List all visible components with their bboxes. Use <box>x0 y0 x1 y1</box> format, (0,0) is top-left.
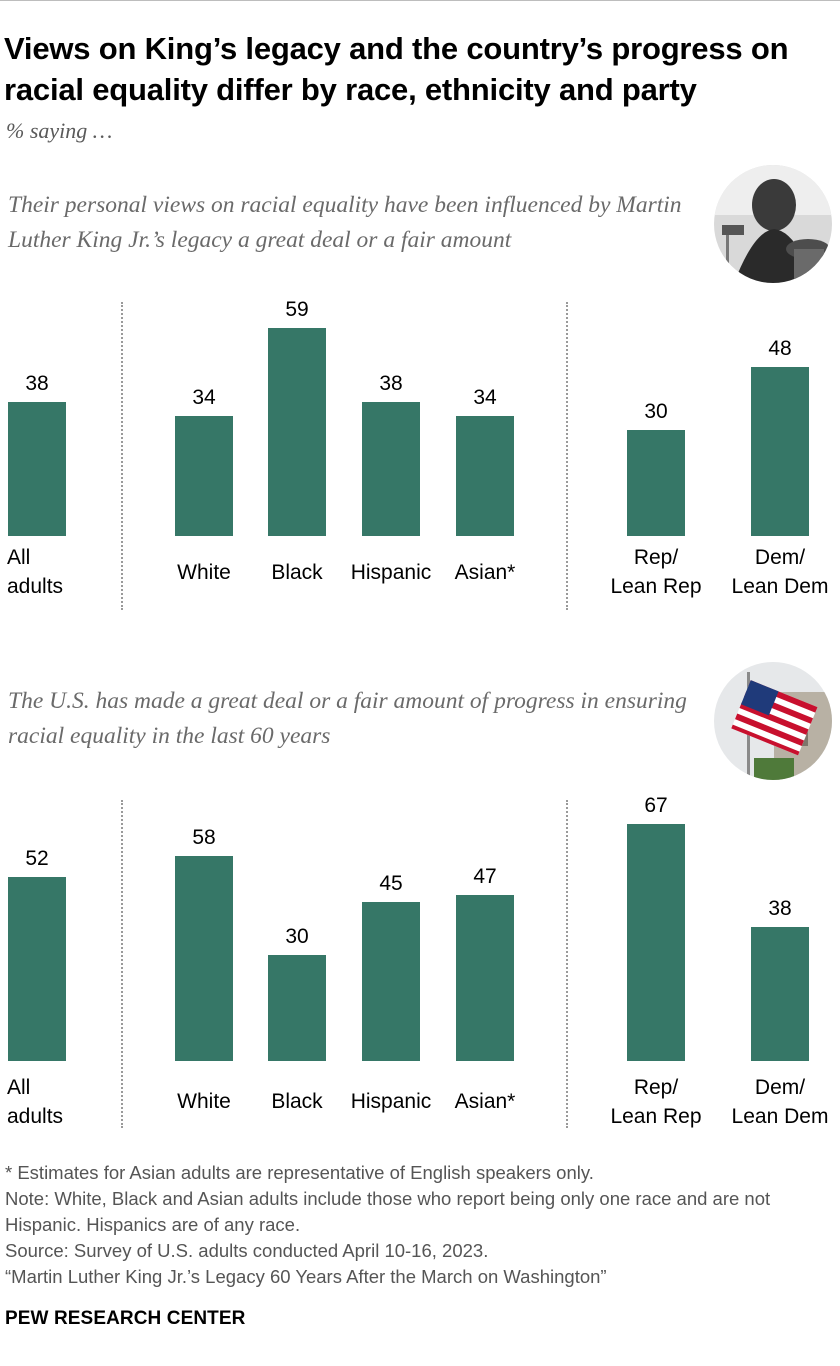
category-label-2: White <box>177 1090 231 1113</box>
bar-6 <box>627 430 685 536</box>
bar-1 <box>8 401 66 536</box>
panel-2-title: The U.S. has made a great deal or a fair… <box>8 688 687 749</box>
category-label-5: Asian* <box>454 1090 516 1113</box>
data-label-3: 59 <box>285 297 309 321</box>
category-label-5: Asian* <box>454 561 516 584</box>
martin-luther-king-photo <box>714 165 832 283</box>
category-label-7: Dem/Lean Dem <box>731 1076 829 1128</box>
category-label-1: All adults <box>7 1076 64 1128</box>
chart-subtitle: % saying … <box>6 118 113 143</box>
group-divider-2 <box>566 302 568 610</box>
bar-4 <box>362 401 420 536</box>
category-label-4: Hispanic <box>350 561 432 584</box>
category-label-4: Hispanic <box>350 1090 432 1113</box>
pew-research-center-logo: PEW RESEARCH CENTER <box>5 1308 246 1329</box>
category-label-2: White <box>177 561 231 584</box>
bar-6 <box>627 824 685 1061</box>
data-label-1: 52 <box>25 847 49 871</box>
data-label-1: 38 <box>25 371 49 395</box>
american-flag-photo <box>714 662 832 780</box>
data-label-4: 38 <box>379 371 403 395</box>
footnote-asian: * Estimates for Asian adults are represe… <box>5 1162 594 1183</box>
top-rule <box>0 0 840 1</box>
data-label-4: 45 <box>379 872 403 896</box>
category-label-6: Rep/Lean Rep <box>610 1076 702 1128</box>
category-label-6: Rep/Lean Rep <box>610 546 702 598</box>
data-label-7: 48 <box>768 336 792 360</box>
panel-1-title: Their personal views on racial equality … <box>8 192 682 253</box>
footnote-source: Source: Survey of U.S. adults conducted … <box>5 1240 489 1261</box>
bar-7 <box>751 366 809 536</box>
footnotes: * Estimates for Asian adults are represe… <box>5 1160 835 1290</box>
data-label-6: 67 <box>644 794 668 818</box>
category-label-1: All adults <box>7 546 64 598</box>
bar-4 <box>362 902 420 1061</box>
footnote-report-title: “Martin Luther King Jr.’s Legacy 60 Year… <box>5 1266 607 1287</box>
category-label-7: Dem/Lean Dem <box>731 546 829 598</box>
bar-2 <box>175 415 233 536</box>
group-divider-1 <box>121 800 123 1128</box>
bar-3 <box>268 955 326 1061</box>
group-divider-2 <box>566 800 568 1128</box>
chart-title: Views on King’s legacy and the country’s… <box>4 31 789 107</box>
data-label-5: 47 <box>473 865 497 889</box>
data-label-2: 34 <box>192 385 216 409</box>
data-label-6: 30 <box>644 400 668 424</box>
bar-3 <box>268 327 326 536</box>
bar-2 <box>175 856 233 1061</box>
bar-5 <box>456 415 514 536</box>
category-label-3: Black <box>271 561 323 584</box>
footnote-note: Note: White, Black and Asian adults incl… <box>5 1188 771 1235</box>
bar-7 <box>751 926 809 1061</box>
data-label-7: 38 <box>768 896 792 920</box>
group-divider-1 <box>121 302 123 610</box>
bar-1 <box>8 877 66 1061</box>
bar-5 <box>456 895 514 1061</box>
data-label-5: 34 <box>473 385 497 409</box>
data-label-2: 58 <box>192 826 216 850</box>
data-label-3: 30 <box>285 925 309 949</box>
category-label-3: Black <box>271 1090 323 1113</box>
